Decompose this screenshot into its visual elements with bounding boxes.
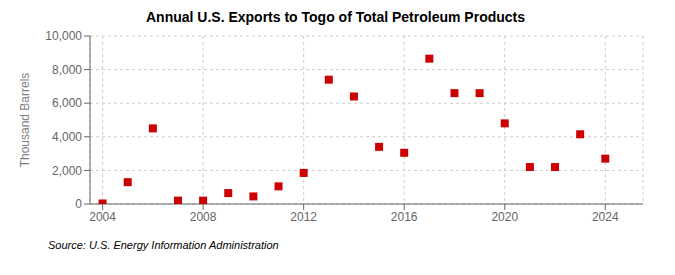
html-text:Annual U.S. Exports to Togo of: Annual U.S. Exports to Togo of Total Pet… [146,9,525,25]
svg-text:10,000: 10,000 [45,29,82,43]
svg-text:2012: 2012 [290,210,317,224]
svg-text:2024: 2024 [592,210,619,224]
svg-text:6,000: 6,000 [52,96,82,110]
svg-text:8,000: 8,000 [52,63,82,77]
svg-text:2004: 2004 [89,210,116,224]
svg-text:2,000: 2,000 [52,164,82,178]
svg-text:2016: 2016 [391,210,418,224]
svg-text:4,000: 4,000 [52,130,82,144]
svg-text:0: 0 [75,197,82,211]
html-text:Source: U.S. Energy Informatio: Source: U.S. Energy Information Administ… [48,239,279,251]
svg-text:Thousand Barrels: Thousand Barrels [18,73,32,168]
svg-text:2008: 2008 [190,210,217,224]
svg-text:2020: 2020 [491,210,518,224]
